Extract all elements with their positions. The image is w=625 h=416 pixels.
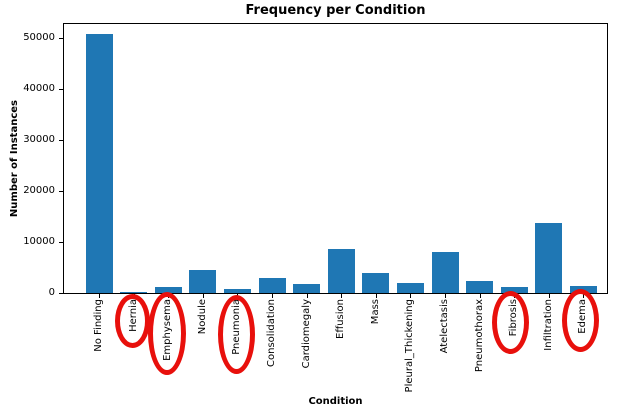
- xtick-label-pleural-thickening: Pleural_Thickening: [404, 299, 416, 393]
- bar-mass: [362, 273, 390, 293]
- bar-pneumonia: [223, 289, 251, 293]
- bar-fibrosis: [500, 287, 528, 293]
- ytick-mark-10000: [59, 242, 63, 243]
- bar-pneumothorax: [466, 281, 494, 293]
- bar-no-finding: [85, 34, 113, 293]
- bar-hernia: [120, 292, 148, 293]
- xtick-label-atelectasis: Atelectasis: [439, 299, 450, 354]
- xtick-mark-infiltration: [549, 294, 550, 298]
- y-axis-label: Number of Instances: [8, 99, 20, 218]
- y-axis-label-wrap: Number of Instances: [7, 23, 21, 294]
- ytick-mark-50000: [59, 38, 63, 39]
- ytick-label-0: 0: [48, 287, 55, 298]
- x-axis-label: Condition: [308, 396, 363, 407]
- xtick-mark-nodule: [203, 294, 204, 298]
- ytick-mark-30000: [59, 140, 63, 141]
- ytick-mark-20000: [59, 191, 63, 192]
- annotation-ellipse-emphysema: [148, 292, 186, 375]
- ytick-mark-0: [59, 293, 63, 294]
- bar-infiltration: [535, 223, 563, 293]
- xtick-label-mass: Mass: [369, 299, 381, 325]
- bar-pleural-thickening: [396, 283, 424, 293]
- ytick-label-50000: 50000: [23, 32, 55, 43]
- ytick-label-20000: 20000: [23, 185, 55, 196]
- ytick-mark-40000: [59, 89, 63, 90]
- chart-title: Frequency per Condition: [245, 3, 426, 18]
- bar-effusion: [327, 249, 355, 293]
- annotation-ellipse-hernia: [115, 294, 150, 348]
- xtick-label-infiltration: Infiltration: [542, 299, 554, 351]
- bar-atelectasis: [431, 252, 459, 293]
- xtick-mark-consolidation: [272, 294, 273, 298]
- xtick-label-nodule: Nodule: [196, 299, 208, 335]
- xtick-mark-mass: [376, 294, 377, 298]
- annotation-ellipse-fibrosis: [492, 291, 529, 354]
- plot-area: [63, 23, 608, 294]
- xtick-mark-effusion: [341, 294, 342, 298]
- bar-consolidation: [258, 278, 286, 293]
- xtick-mark-cardiomegaly: [307, 294, 308, 298]
- xtick-mark-pneumothorax: [480, 294, 481, 298]
- bar-cardiomegaly: [293, 284, 321, 293]
- xtick-mark-pleural-thickening: [410, 294, 411, 298]
- annotation-ellipse-edema: [562, 289, 599, 352]
- xtick-label-pneumothorax: Pneumothorax: [473, 299, 485, 373]
- xtick-label-cardiomegaly: Cardiomegaly: [300, 299, 312, 369]
- xtick-mark-no-finding: [99, 294, 100, 298]
- xtick-label-no-finding: No Finding: [93, 299, 104, 352]
- xtick-mark-atelectasis: [445, 294, 446, 298]
- ytick-label-10000: 10000: [23, 236, 55, 247]
- bar-nodule: [189, 270, 217, 293]
- xtick-label-effusion: Effusion: [335, 299, 347, 339]
- bar-emphysema: [154, 287, 182, 293]
- annotation-ellipse-pneumonia: [218, 295, 255, 374]
- xtick-label-consolidation: Consolidation: [266, 299, 277, 367]
- ytick-label-30000: 30000: [23, 134, 55, 145]
- ytick-label-40000: 40000: [23, 83, 55, 94]
